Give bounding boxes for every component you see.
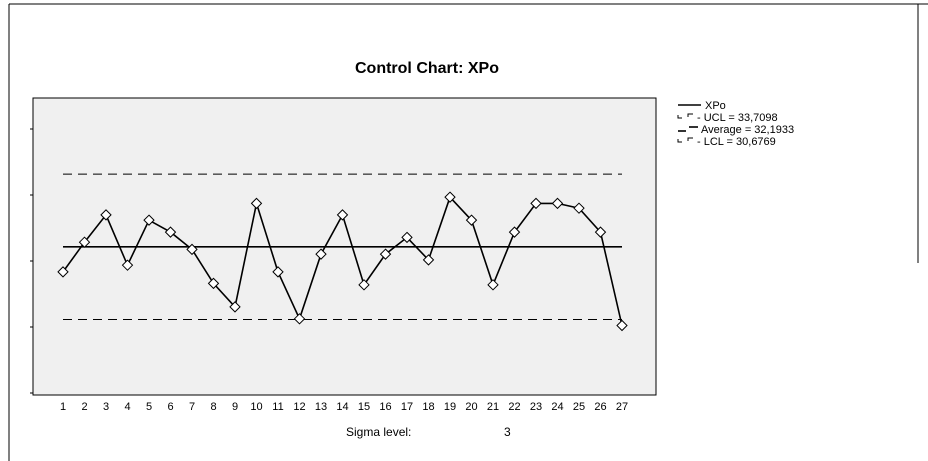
x-tick-label-1: 1 bbox=[60, 401, 66, 413]
data-point-22 bbox=[508, 226, 521, 238]
x-tick-label-10: 10 bbox=[250, 401, 262, 413]
x-tick-label-19: 19 bbox=[444, 401, 456, 413]
x-tick-label-11: 11 bbox=[272, 401, 283, 413]
data-point-20 bbox=[465, 214, 478, 226]
data-point-17 bbox=[401, 231, 413, 244]
data-point-8 bbox=[207, 277, 220, 290]
x-tick-label-6: 6 bbox=[167, 401, 173, 413]
data-point-1 bbox=[57, 266, 69, 278]
x-tick-label-14: 14 bbox=[336, 401, 348, 413]
legend-label-ucl: - UCL = 33,7098 bbox=[697, 112, 778, 124]
x-tick-label-27: 27 bbox=[616, 401, 628, 413]
x-axis-tick-labels: 1 2 3 4 5 6 7 8 9 10 11 12 13 14 15 16 17 18 19 20 21 22 23 24 2… bbox=[60, 401, 628, 413]
x-tick-label-9: 9 bbox=[232, 401, 238, 413]
sigma-level-value: 3 bbox=[504, 425, 511, 439]
x-tick-label-26: 26 bbox=[594, 401, 606, 413]
x-tick-label-17: 17 bbox=[401, 401, 413, 413]
x-tick-label-2: 2 bbox=[81, 401, 87, 413]
x-tick-label-20: 20 bbox=[465, 401, 477, 413]
data-point-13 bbox=[315, 248, 327, 260]
data-point-15 bbox=[358, 279, 370, 291]
x-tick-label-8: 8 bbox=[210, 401, 216, 413]
sigma-level-label: Sigma level: bbox=[346, 425, 411, 439]
legend-swatch-ucl bbox=[677, 113, 693, 119]
legend: XPo - UCL = 33,7098 Average = 32,1933 - … bbox=[677, 100, 794, 148]
x-tick-label-16: 16 bbox=[379, 401, 391, 413]
x-tick-label-15: 15 bbox=[358, 401, 370, 413]
y-axis-ticks bbox=[30, 128, 33, 394]
data-point-3 bbox=[100, 209, 112, 221]
data-point-23 bbox=[530, 197, 542, 210]
x-tick-label-13: 13 bbox=[315, 401, 327, 413]
data-point-14 bbox=[336, 209, 349, 221]
x-tick-label-5: 5 bbox=[146, 401, 152, 413]
x-tick-label-22: 22 bbox=[508, 401, 520, 413]
x-tick-label-25: 25 bbox=[573, 401, 585, 413]
data-point-9 bbox=[229, 301, 241, 313]
data-point-6 bbox=[164, 226, 177, 238]
x-tick-label-7: 7 bbox=[189, 401, 195, 413]
x-tick-label-12: 12 bbox=[293, 401, 305, 413]
x-tick-label-3: 3 bbox=[103, 401, 109, 413]
x-tick-label-23: 23 bbox=[530, 401, 542, 413]
chart-title: Control Chart: XPo bbox=[355, 60, 499, 77]
data-point-7 bbox=[186, 243, 198, 256]
legend-swatch-average bbox=[678, 126, 698, 132]
data-point-16 bbox=[379, 248, 392, 260]
data-point-21 bbox=[487, 279, 499, 291]
data-point-5 bbox=[143, 214, 155, 226]
legend-swatch-lcl bbox=[677, 137, 693, 143]
legend-label-lcl: - LCL = 30,6769 bbox=[697, 136, 776, 148]
data-point-27 bbox=[616, 319, 628, 332]
data-point-2 bbox=[78, 236, 91, 248]
data-point-4 bbox=[121, 259, 134, 271]
data-point-26 bbox=[594, 226, 607, 238]
x-tick-label-4: 4 bbox=[124, 401, 130, 413]
data-markers bbox=[57, 191, 628, 332]
data-point-10 bbox=[250, 197, 263, 210]
data-point-19 bbox=[444, 191, 456, 203]
legend-label-xpo: XPo bbox=[705, 100, 726, 112]
data-point-25 bbox=[573, 202, 585, 214]
data-point-24 bbox=[551, 197, 564, 210]
legend-label-average: Average = 32,1933 bbox=[701, 124, 794, 136]
data-point-11 bbox=[272, 266, 284, 278]
x-tick-label-18: 18 bbox=[422, 401, 434, 413]
x-tick-label-24: 24 bbox=[551, 401, 563, 413]
x-tick-label-21: 21 bbox=[487, 401, 499, 413]
data-point-12 bbox=[293, 313, 306, 325]
data-point-18 bbox=[422, 254, 435, 266]
